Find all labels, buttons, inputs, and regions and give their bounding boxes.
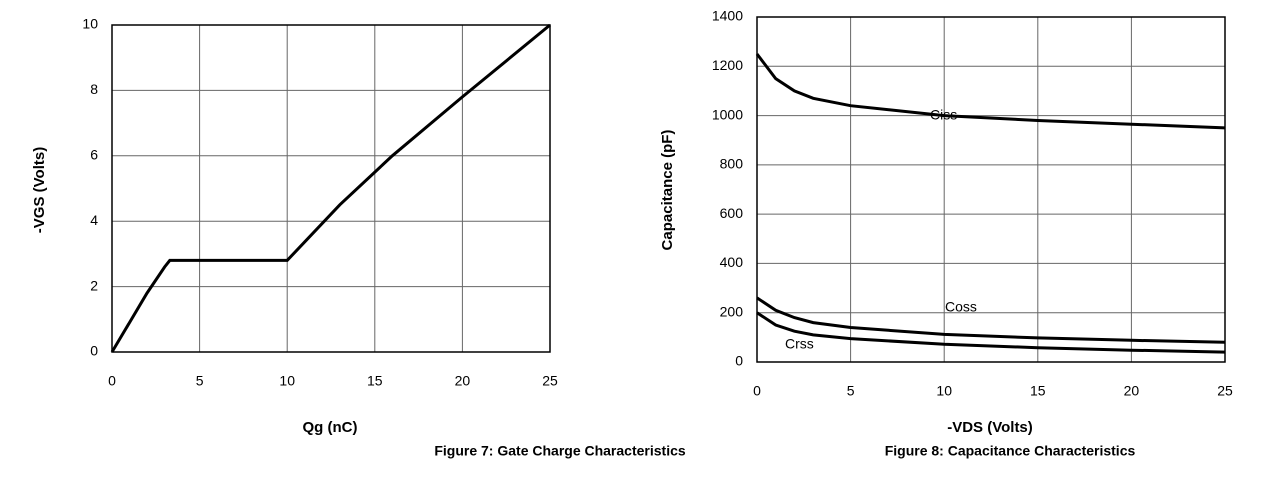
y-tick-label: 400: [720, 254, 744, 270]
plot-frame: [756, 16, 1226, 363]
y-tick-label: 0: [735, 353, 743, 369]
y-tick-label: 10: [82, 16, 98, 32]
series-line: [756, 296, 1226, 344]
x-tick-label: 10: [936, 383, 952, 399]
y-tick-label: 6: [90, 147, 98, 163]
y-tick-label: 1000: [712, 106, 743, 122]
series-line: [755, 53, 1226, 130]
series-label: Ciss: [930, 107, 957, 123]
x-tick-label: 15: [1030, 383, 1046, 399]
x-axis-label: Qg (nC): [303, 419, 358, 436]
x-tick-label: 20: [455, 373, 471, 389]
x-tick-label: 5: [196, 373, 204, 389]
x-tick-label: 0: [108, 373, 116, 389]
series-label: Crss: [785, 336, 814, 352]
y-tick-label: 600: [720, 205, 744, 221]
y-tick-label: 1200: [712, 57, 743, 73]
series-label: Coss: [945, 299, 977, 315]
y-tick-label: 0: [90, 343, 98, 359]
y-tick-label: 8: [90, 81, 98, 97]
x-tick-label: 0: [753, 383, 761, 399]
y-tick-label: 200: [720, 303, 744, 319]
plot-frame: [111, 24, 551, 353]
x-tick-label: 5: [847, 383, 855, 399]
series-line: [756, 311, 1226, 354]
x-axis-label: -VDS (Volts): [947, 419, 1033, 436]
y-tick-label: 4: [90, 212, 98, 228]
caption: Figure 8: Capacitance Characteristics: [885, 443, 1136, 459]
x-tick-label: 20: [1124, 383, 1140, 399]
x-tick-label: 10: [279, 373, 295, 389]
caption: Figure 7: Gate Charge Characteristics: [434, 443, 686, 459]
x-tick-label: 25: [1217, 383, 1233, 399]
y-tick-label: 800: [720, 156, 744, 172]
y-axis-label: Capacitance (pF): [659, 130, 676, 251]
x-tick-label: 15: [367, 373, 383, 389]
y-tick-label: 2: [90, 277, 98, 293]
y-tick-label: 1400: [712, 8, 743, 24]
x-tick-label: 25: [542, 373, 558, 389]
series-line: [110, 23, 551, 353]
y-axis-label: -VGS (Volts): [31, 147, 48, 233]
